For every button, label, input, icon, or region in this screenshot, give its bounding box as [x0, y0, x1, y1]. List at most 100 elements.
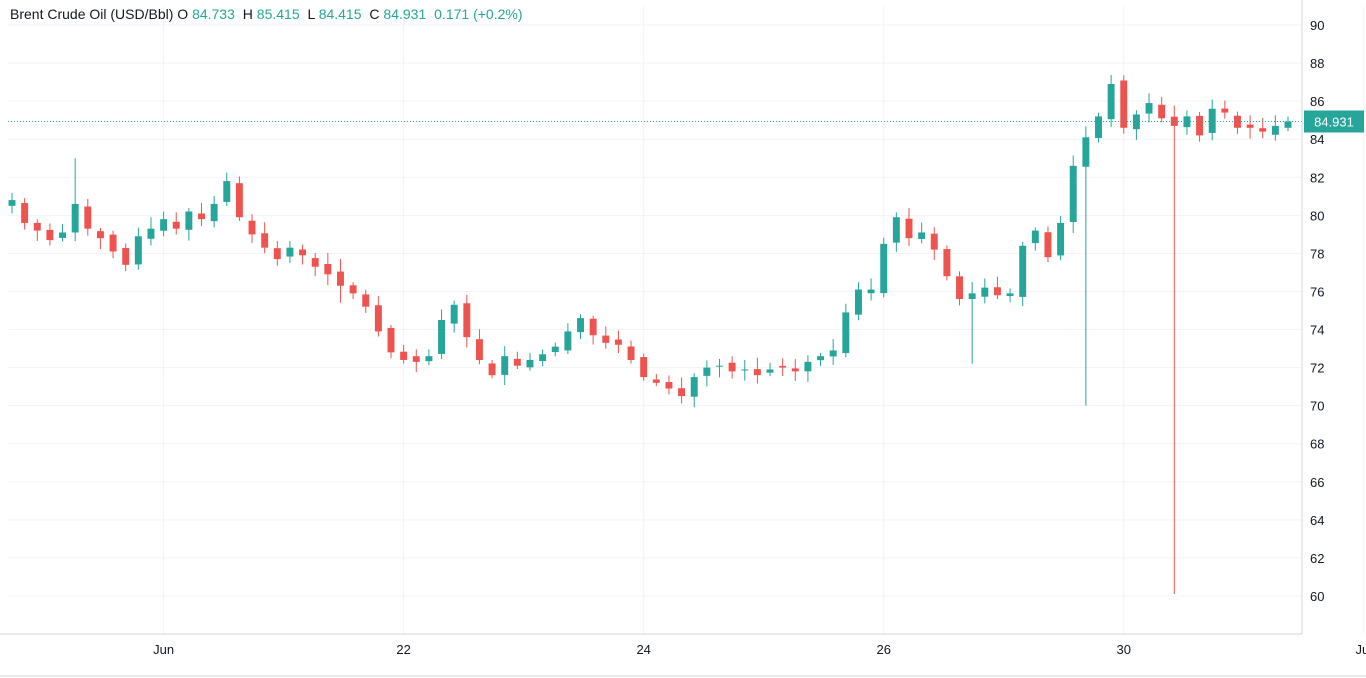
- y-tick-label: 86: [1310, 94, 1324, 109]
- candles: [8, 74, 1292, 595]
- candle: [235, 176, 243, 221]
- candle: [930, 227, 938, 261]
- candle: [678, 377, 686, 404]
- y-tick-label: 66: [1310, 475, 1324, 490]
- candle: [463, 294, 471, 348]
- ohlc-legend: Brent Crude Oil (USD/Bbl) O 84.733 H 85.…: [10, 6, 523, 22]
- candle: [96, 227, 104, 250]
- candle: [185, 207, 193, 241]
- candle: [84, 198, 92, 236]
- candle: [488, 359, 496, 379]
- candle: [804, 355, 812, 382]
- candle: [1132, 110, 1140, 140]
- high-value: 85.415: [256, 6, 300, 22]
- candle: [905, 208, 913, 247]
- candle: [349, 282, 357, 299]
- candle: [248, 214, 256, 244]
- candle: [8, 193, 16, 214]
- y-tick-label: 68: [1310, 437, 1324, 452]
- candle: [791, 359, 799, 381]
- candle: [1158, 96, 1166, 123]
- y-tick-label: 72: [1310, 361, 1324, 376]
- candle: [703, 360, 711, 387]
- candle: [1170, 105, 1178, 595]
- candle: [412, 349, 420, 373]
- candle: [627, 340, 635, 364]
- candle: [438, 309, 446, 360]
- candle: [665, 375, 673, 395]
- candle: [109, 230, 117, 259]
- candle: [614, 330, 622, 354]
- close-label: C: [369, 6, 380, 22]
- last-price-line: 84.931: [8, 110, 1364, 133]
- candle: [501, 346, 509, 385]
- change-value: 0.171: [434, 6, 470, 22]
- candle: [337, 259, 344, 303]
- candle: [400, 345, 408, 364]
- candle: [577, 314, 584, 340]
- candle: [172, 212, 180, 235]
- candle: [854, 282, 862, 321]
- y-tick-label: 80: [1310, 208, 1324, 223]
- candle: [21, 198, 29, 230]
- symbol-title: Brent Crude Oil (USD/Bbl): [10, 6, 174, 22]
- candle: [324, 252, 332, 286]
- candle: [589, 315, 597, 345]
- candle: [513, 351, 521, 369]
- candle: [46, 223, 54, 246]
- candle: [59, 223, 67, 242]
- y-tick-label: 88: [1310, 56, 1324, 71]
- candle: [1082, 126, 1090, 406]
- candle: [564, 323, 572, 355]
- candle: [741, 359, 749, 381]
- candle: [425, 349, 433, 366]
- candle: [1271, 115, 1279, 141]
- candle: [728, 356, 736, 379]
- candle: [1057, 215, 1065, 261]
- y-tick-label: 74: [1310, 323, 1324, 338]
- candle: [880, 237, 888, 298]
- candle: [716, 358, 723, 378]
- close-value: 84.931: [383, 6, 427, 22]
- last-price-label: 84.931: [1314, 114, 1354, 129]
- candle: [539, 349, 547, 367]
- candle: [1006, 288, 1014, 303]
- candle: [1095, 112, 1102, 143]
- y-tick-label: 60: [1310, 589, 1324, 604]
- candle: [273, 241, 281, 266]
- candle: [286, 240, 294, 264]
- candle: [1246, 115, 1254, 139]
- candle: [652, 374, 660, 386]
- candle: [766, 362, 774, 377]
- candle: [956, 271, 963, 306]
- candle: [71, 158, 79, 242]
- y-tick-label: 78: [1310, 246, 1324, 261]
- candle: [1221, 100, 1229, 119]
- candle: [362, 289, 370, 313]
- candle: [829, 339, 837, 365]
- candle: [981, 278, 989, 304]
- x-tick-label: Jul: [1355, 642, 1366, 657]
- open-value: 84.733: [192, 6, 235, 22]
- x-tick-label: 24: [636, 642, 650, 657]
- candle: [450, 300, 458, 333]
- candle: [198, 203, 205, 227]
- candle: [551, 342, 559, 357]
- candle: [387, 325, 395, 359]
- y-tick-label: 64: [1310, 513, 1324, 528]
- candle: [1259, 117, 1267, 139]
- y-tick-label: 90: [1310, 18, 1324, 33]
- y-tick-label: 82: [1310, 170, 1324, 185]
- candle: [1208, 99, 1216, 141]
- x-tick-label: 30: [1117, 642, 1131, 657]
- candle: [779, 358, 787, 377]
- change-percent: (+0.2%): [473, 6, 523, 22]
- candle: [526, 352, 534, 371]
- candle: [1183, 110, 1191, 135]
- candle: [223, 172, 231, 206]
- open-label: O: [177, 6, 189, 22]
- candle: [817, 352, 825, 367]
- candle: [299, 244, 307, 265]
